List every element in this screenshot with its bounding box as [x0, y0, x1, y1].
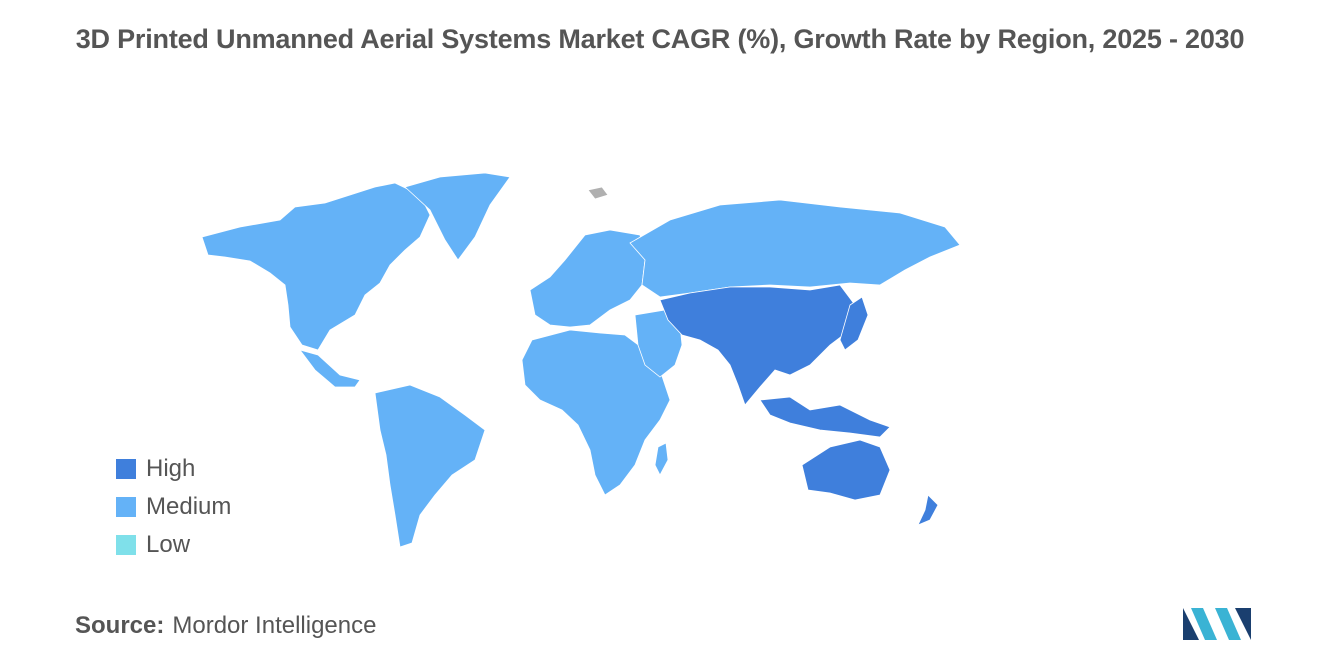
region-africa: [521, 329, 671, 496]
region-australia: [801, 439, 891, 501]
region-new-zealand: [917, 494, 939, 526]
legend-swatch-high: [116, 459, 136, 479]
legend-label-low: Low: [146, 531, 191, 558]
legend-item-low: Low: [116, 526, 231, 564]
region-madagascar: [654, 442, 669, 476]
legend-swatch-low: [116, 535, 136, 555]
region-southeast-asia: [759, 396, 891, 438]
region-greenland: [404, 172, 511, 261]
legend-label-high: High: [146, 455, 196, 482]
region-japan: [839, 296, 869, 351]
region-no-data-islands: [587, 186, 609, 200]
region-asia-pacific: [659, 284, 856, 406]
logo-right-light: [1215, 608, 1241, 640]
source-label: Source:: [75, 612, 165, 639]
source-name: Mordor Intelligence: [172, 612, 377, 639]
logo-left-dark: [1183, 608, 1199, 640]
region-north-america: [201, 182, 431, 388]
legend: High Medium Low: [116, 450, 231, 564]
region-south-america: [374, 384, 486, 548]
logo-left-light: [1191, 608, 1217, 640]
mordor-intelligence-logo: [1183, 604, 1251, 642]
legend-label-medium: Medium: [146, 493, 232, 520]
chart-title: 3D Printed Unmanned Aerial Systems Marke…: [75, 24, 1245, 54]
legend-item-high: High: [116, 450, 231, 488]
legend-item-medium: Medium: [116, 488, 231, 526]
legend-swatch-medium: [116, 497, 136, 517]
logo-right-dark: [1235, 608, 1251, 640]
region-russia: [629, 199, 961, 298]
source-line: Source: Mordor Intelligence: [75, 612, 376, 640]
world-map: [190, 165, 1070, 555]
region-europe: [529, 229, 646, 328]
